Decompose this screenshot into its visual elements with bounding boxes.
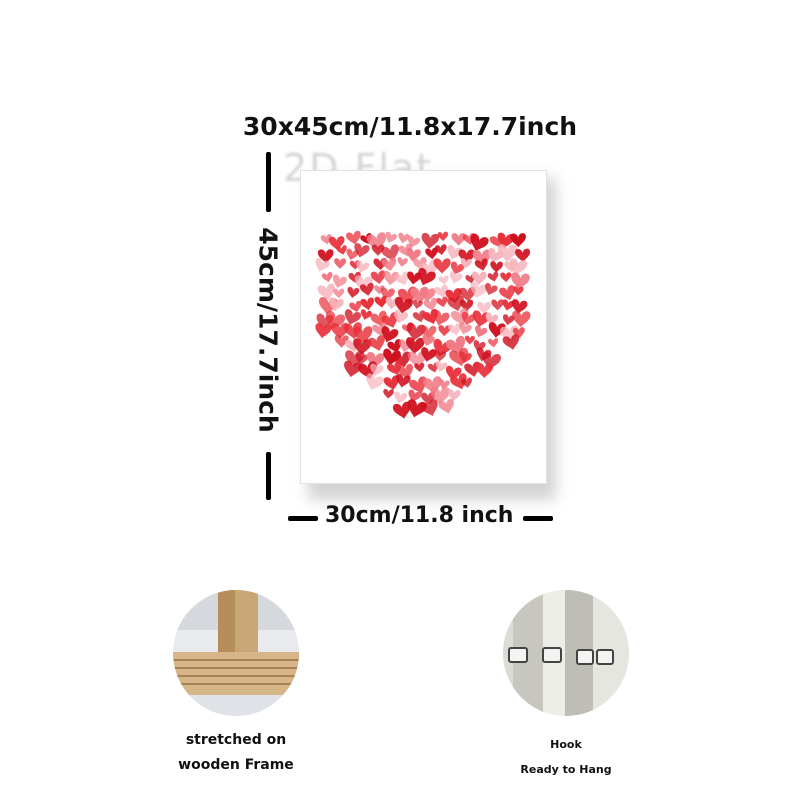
small-heart bbox=[346, 286, 360, 299]
small-heart bbox=[511, 310, 531, 328]
small-heart bbox=[472, 324, 489, 340]
wooden-frame-photo bbox=[173, 590, 299, 716]
size-title: 30x45cm/11.8x17.7inch bbox=[242, 112, 578, 141]
small-heart bbox=[475, 362, 494, 379]
small-heart bbox=[433, 258, 451, 274]
width-label: 30cm/11.8 inch bbox=[325, 503, 514, 528]
hook-caption-line1: Hook bbox=[550, 738, 582, 751]
height-bar-bottom bbox=[266, 452, 271, 500]
hook-caption-line2: Ready to Hang bbox=[520, 763, 612, 776]
small-heart bbox=[487, 271, 500, 283]
small-heart bbox=[435, 296, 450, 309]
small-heart bbox=[500, 272, 512, 283]
small-heart bbox=[487, 337, 499, 348]
small-heart bbox=[464, 335, 475, 345]
small-heart bbox=[359, 308, 373, 322]
height-label: 45cm/17.7inch bbox=[253, 227, 283, 433]
frame-caption-line2: wooden Frame bbox=[178, 757, 294, 773]
small-heart bbox=[396, 256, 409, 268]
small-heart bbox=[345, 230, 363, 246]
small-heart bbox=[437, 231, 449, 242]
small-heart bbox=[489, 261, 504, 274]
small-heart bbox=[359, 297, 376, 312]
width-bar-right bbox=[523, 516, 553, 521]
small-heart bbox=[333, 288, 345, 299]
small-heart bbox=[382, 388, 395, 399]
small-heart bbox=[321, 271, 335, 284]
small-heart bbox=[333, 258, 347, 270]
canvas-print bbox=[300, 170, 547, 484]
small-heart bbox=[491, 299, 504, 311]
width-bar-left bbox=[288, 516, 318, 521]
small-hearts-group bbox=[312, 230, 531, 421]
hook-photo bbox=[503, 590, 629, 716]
height-bar-top bbox=[266, 152, 271, 212]
heart-collage-artwork bbox=[312, 230, 531, 421]
small-heart bbox=[438, 275, 450, 286]
small-heart bbox=[381, 256, 398, 273]
frame-caption-line1: stretched on bbox=[185, 732, 287, 748]
small-heart bbox=[434, 243, 448, 256]
